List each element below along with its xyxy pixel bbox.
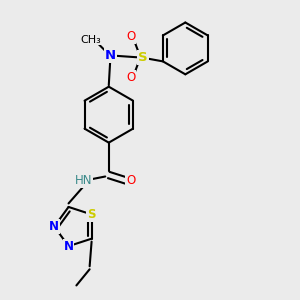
Text: O: O [126,71,136,84]
Text: N: N [64,240,74,253]
Text: N: N [105,49,116,62]
Text: O: O [126,30,136,43]
Text: O: O [126,174,136,188]
Text: S: S [87,208,96,221]
Text: HN: HN [75,174,92,188]
Text: N: N [49,220,59,233]
Text: S: S [138,51,148,64]
Text: CH₃: CH₃ [81,34,101,45]
